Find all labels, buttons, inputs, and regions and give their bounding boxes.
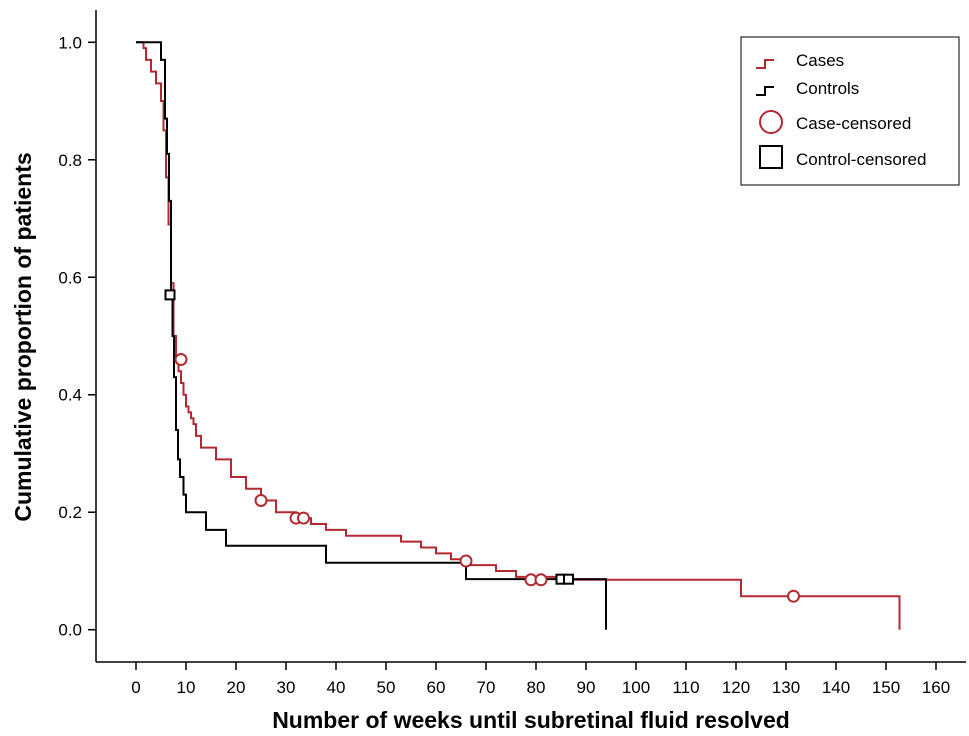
x-tick-label: 0 bbox=[131, 678, 140, 697]
y-tick-label: 1.0 bbox=[58, 33, 82, 52]
y-tick-label: 0.6 bbox=[58, 268, 82, 287]
legend-box bbox=[740, 36, 960, 186]
x-tick-label: 150 bbox=[872, 678, 900, 697]
legend-label-controls: Controls bbox=[796, 79, 859, 98]
case-censored-point bbox=[297, 511, 310, 525]
y-tick-label: 0.4 bbox=[58, 386, 82, 405]
x-tick-label: 90 bbox=[577, 678, 596, 697]
legend-label-cases: Cases bbox=[796, 51, 844, 70]
control-censored-point bbox=[563, 573, 574, 585]
x-tick-label: 160 bbox=[922, 678, 950, 697]
x-tick-label: 10 bbox=[177, 678, 196, 697]
censor-marks-layer bbox=[164, 289, 800, 603]
x-tick-label: 70 bbox=[477, 678, 496, 697]
y-tick-label: 0.2 bbox=[58, 503, 82, 522]
x-tick-label: 80 bbox=[527, 678, 546, 697]
x-tick-label: 60 bbox=[427, 678, 446, 697]
legend-swatch-control-censored bbox=[759, 145, 783, 169]
y-tick-label: 0.0 bbox=[58, 621, 82, 640]
case-censored-point bbox=[254, 493, 268, 507]
x-tick-label: 120 bbox=[722, 678, 750, 697]
x-axis-title: Number of weeks until subretinal fluid r… bbox=[272, 707, 790, 733]
x-tick-label: 40 bbox=[327, 678, 346, 697]
legend-label-control-censored: Control-censored bbox=[796, 150, 926, 169]
y-tick-label: 0.8 bbox=[58, 151, 82, 170]
case-censored-point bbox=[787, 589, 800, 603]
x-axis-ticks: 0 10 20 30 40 50 60 70 80 90 100 110 120 130 140 150 160 bbox=[131, 662, 950, 697]
x-tick-label: 100 bbox=[622, 678, 650, 697]
x-tick-label: 20 bbox=[227, 678, 246, 697]
legend-swatch-case-censored bbox=[759, 110, 783, 134]
legend: Cases Controls Case-censored Control-cen… bbox=[740, 36, 960, 186]
case-censored-point bbox=[459, 554, 473, 568]
x-tick-label: 110 bbox=[672, 678, 699, 697]
x-tick-label: 140 bbox=[822, 678, 850, 697]
y-axis-title: Cumulative proportion of patients bbox=[10, 152, 36, 521]
y-axis-ticks: 0.0 0.2 0.4 0.6 0.8 1.0 bbox=[58, 33, 96, 640]
case-censored-point bbox=[174, 352, 188, 366]
x-tick-label: 30 bbox=[277, 678, 296, 697]
legend-label-case-censored: Case-censored bbox=[796, 114, 911, 133]
plot-frame bbox=[95, 10, 966, 663]
legend-swatch-controls bbox=[756, 86, 774, 96]
x-tick-label: 130 bbox=[772, 678, 800, 697]
control-censored-point bbox=[164, 289, 176, 301]
case-censored-point bbox=[534, 573, 548, 587]
series-line-controls bbox=[136, 41, 607, 630]
legend-swatch-cases bbox=[756, 59, 774, 69]
x-tick-label: 50 bbox=[377, 678, 396, 697]
